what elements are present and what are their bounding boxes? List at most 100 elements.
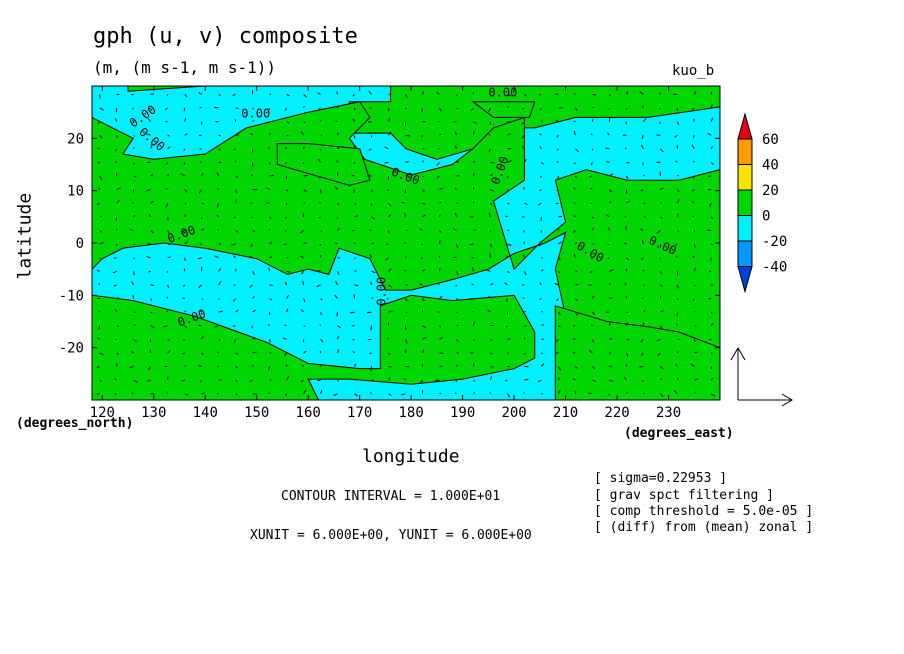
wind-vector xyxy=(421,135,423,138)
wind-vector xyxy=(99,230,103,233)
wind-vector xyxy=(590,133,593,136)
wind-vector xyxy=(606,161,610,163)
wind-vector xyxy=(269,132,271,136)
wind-vector xyxy=(523,271,527,276)
wind-vector xyxy=(643,284,646,287)
wind-vector xyxy=(521,107,525,110)
wind-vector xyxy=(640,189,644,192)
wind-vector xyxy=(319,243,322,246)
wind-vector xyxy=(605,213,610,218)
wind-vector xyxy=(405,160,409,163)
wind-vector xyxy=(233,148,236,151)
wind-vector xyxy=(488,107,491,113)
wind-vector xyxy=(694,351,698,354)
wind-vector xyxy=(369,254,372,258)
wind-vector xyxy=(184,214,186,217)
wind-vector xyxy=(591,227,594,231)
wind-vector xyxy=(422,160,424,163)
wind-vector xyxy=(199,310,202,313)
wind-vector xyxy=(184,202,187,205)
wind-vector xyxy=(319,324,322,326)
wind-vector xyxy=(388,352,391,355)
colorbar: 60 40 20 0 -20 -40 xyxy=(737,112,787,294)
wind-vector xyxy=(199,106,202,109)
wind-vector xyxy=(184,133,188,136)
wind-vector xyxy=(333,393,338,396)
wind-vector xyxy=(299,230,304,234)
wind-vector xyxy=(489,243,493,248)
wind-vector xyxy=(167,256,171,259)
wind-vector xyxy=(507,202,510,205)
wind-vector xyxy=(303,298,306,303)
wind-vector xyxy=(283,243,287,246)
x-tick-label: 120 xyxy=(90,405,115,421)
wind-vector xyxy=(710,216,714,220)
wind-vector xyxy=(286,189,289,192)
wind-vector xyxy=(641,297,644,299)
wind-vector xyxy=(97,161,100,164)
wind-vector xyxy=(422,269,426,272)
wind-vector xyxy=(133,257,135,260)
wind-vector xyxy=(507,93,512,97)
wind-vector xyxy=(659,216,664,220)
chart-subtitle: (m, (m s-1, m s-1)) xyxy=(93,58,277,77)
wind-vector xyxy=(640,228,644,231)
wind-vector xyxy=(320,119,322,122)
wind-vector xyxy=(116,199,120,204)
wind-vector xyxy=(656,338,661,342)
wind-vector xyxy=(218,310,223,313)
wind-vector xyxy=(488,295,491,299)
wind-vector xyxy=(268,146,271,150)
wind-vector xyxy=(352,229,355,232)
wind-vector xyxy=(282,337,287,340)
wind-vector xyxy=(371,270,376,274)
wind-vector xyxy=(641,379,644,383)
wind-vector xyxy=(439,201,442,204)
wind-vector xyxy=(147,366,152,371)
wind-vector xyxy=(539,107,542,111)
wind-vector xyxy=(320,389,323,394)
wind-vector xyxy=(354,202,357,206)
wind-vector xyxy=(201,335,204,340)
wind-vector xyxy=(388,284,393,288)
wind-vector xyxy=(439,352,444,354)
y-tick-label: -10 xyxy=(59,288,84,304)
wind-vector xyxy=(235,393,238,396)
wind-vector xyxy=(555,202,559,205)
wind-vector xyxy=(199,148,202,150)
wind-vector xyxy=(472,310,474,313)
wind-vector xyxy=(167,230,170,234)
wind-vector xyxy=(334,186,338,190)
wind-vector xyxy=(488,133,491,136)
wind-vector xyxy=(318,175,321,179)
wind-vector xyxy=(555,120,559,123)
wind-vector xyxy=(183,107,186,112)
wind-vector xyxy=(558,270,560,274)
wind-vector xyxy=(422,349,425,354)
contour-label: 0.00 xyxy=(374,277,388,306)
wind-vector xyxy=(607,132,610,136)
wind-vector xyxy=(573,202,576,204)
wind-vector xyxy=(401,201,406,204)
wind-vector xyxy=(249,255,253,259)
wind-vector xyxy=(388,366,392,368)
wind-vector xyxy=(250,132,253,136)
wind-vector xyxy=(235,230,239,233)
wind-vector xyxy=(574,311,579,316)
wind-vector xyxy=(165,162,169,165)
wind-vector xyxy=(388,214,392,218)
wind-vector xyxy=(640,144,644,150)
wind-vector xyxy=(405,339,408,344)
wind-vector xyxy=(235,107,239,109)
wind-vector xyxy=(538,243,542,247)
wind-vector xyxy=(710,311,713,314)
wind-vector xyxy=(165,203,169,208)
wind-vector xyxy=(335,280,338,286)
colorbar-label: -40 xyxy=(762,260,787,276)
wind-vector xyxy=(691,200,695,204)
wind-vector xyxy=(521,134,525,139)
wind-vector xyxy=(319,364,322,367)
colorbar-swatch xyxy=(737,138,753,165)
wind-vector xyxy=(609,379,614,382)
wind-vector xyxy=(232,325,236,327)
